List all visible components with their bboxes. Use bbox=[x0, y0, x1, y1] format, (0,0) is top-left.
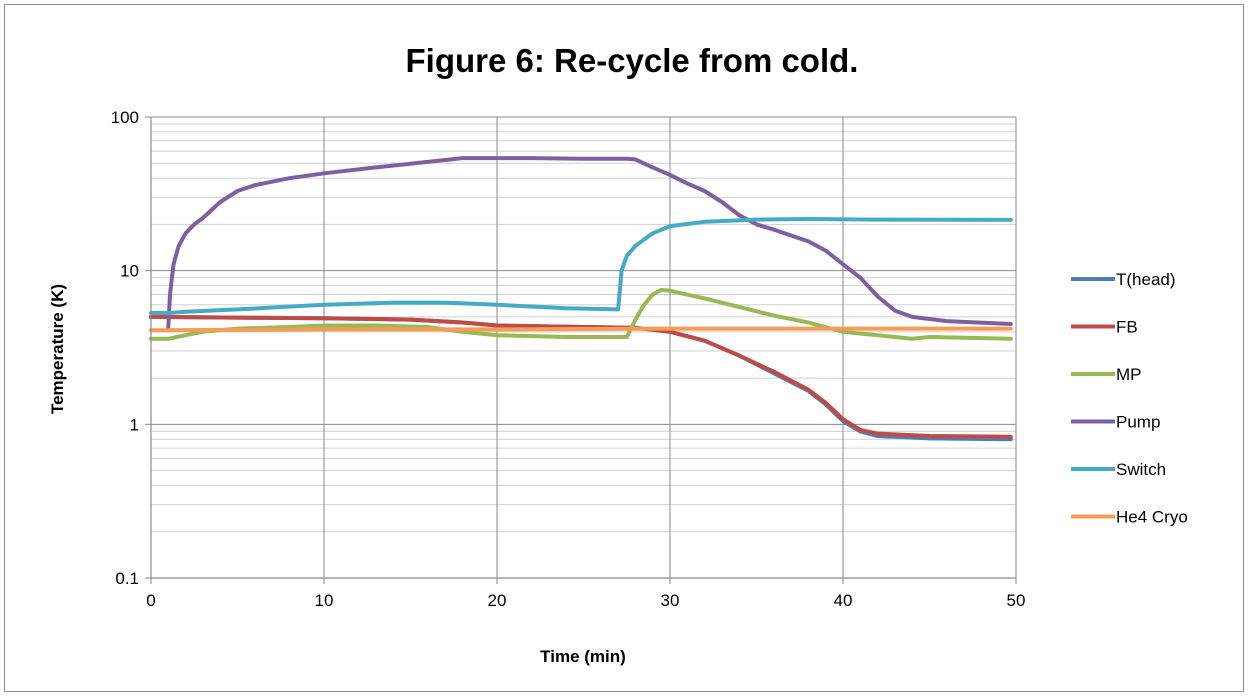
y-tick-label: 1 bbox=[130, 415, 139, 434]
x-tick-label: 10 bbox=[315, 591, 334, 610]
series-line-switch bbox=[149, 217, 1013, 315]
legend-label-switch: Switch bbox=[1116, 460, 1166, 479]
series-line-he4-cryo bbox=[149, 326, 1013, 333]
x-tick-label: 0 bbox=[146, 591, 155, 610]
series-line-fb bbox=[149, 314, 1013, 439]
legend-label-he4-cryo: He4 Cryo bbox=[1116, 508, 1188, 527]
x-tick-label: 20 bbox=[488, 591, 507, 610]
chart-title: Figure 6: Re-cycle from cold. bbox=[406, 42, 859, 79]
y-tick-label: 100 bbox=[111, 108, 139, 127]
legend-label-pump: Pump bbox=[1116, 413, 1160, 432]
y-tick-label: 0.1 bbox=[115, 569, 139, 588]
legend-label-fb: FB bbox=[1116, 318, 1138, 337]
x-tick-label: 30 bbox=[661, 591, 680, 610]
axis-layer: 0 10 20 30 40 50 0.1 1 10 100 bbox=[111, 108, 1026, 610]
y-axis-title: Temperature (K) bbox=[48, 284, 67, 414]
legend-label-mp: MP bbox=[1116, 365, 1142, 384]
series-line-pump bbox=[166, 156, 1013, 329]
y-tick-label: 10 bbox=[120, 262, 139, 281]
legend: T(head) FB MP Pump Switch He4 Cryo bbox=[1071, 270, 1188, 527]
legend-label-t-head: T(head) bbox=[1116, 270, 1176, 289]
x-axis-title: Time (min) bbox=[540, 647, 626, 666]
x-tick-label: 50 bbox=[1007, 591, 1026, 610]
series-layer bbox=[149, 156, 1013, 442]
x-tick-label: 40 bbox=[834, 591, 853, 610]
chart-frame bbox=[4, 4, 1244, 692]
grid-layer bbox=[150, 116, 1017, 579]
